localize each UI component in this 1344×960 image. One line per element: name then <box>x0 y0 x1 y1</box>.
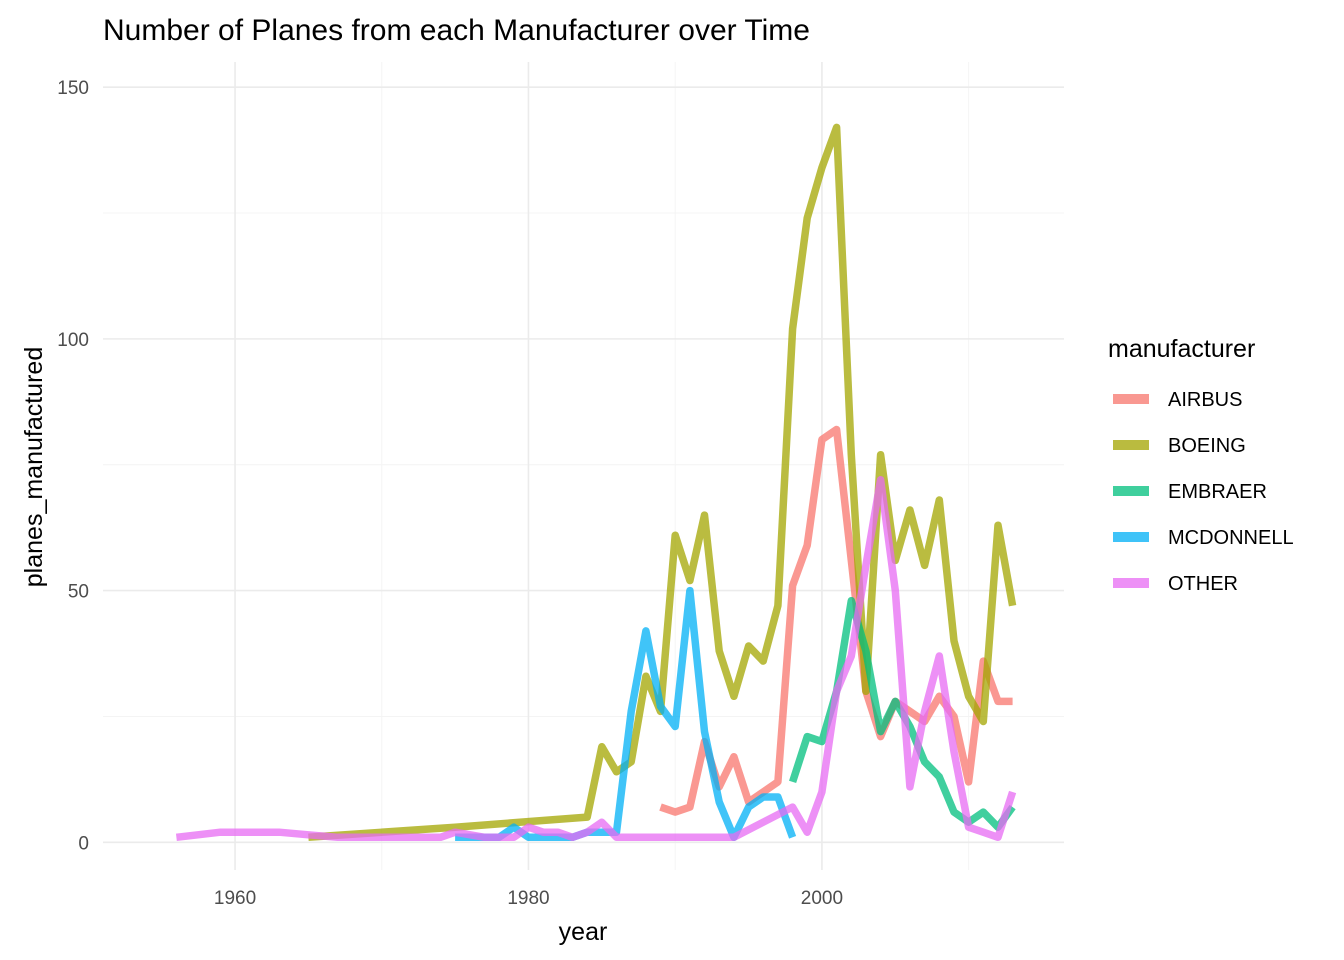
series-line-other <box>175 476 1017 842</box>
y-axis-title: planes_manufactured <box>20 347 48 587</box>
x-tick-label: 1980 <box>507 888 549 909</box>
minor-gridlines <box>103 62 1064 870</box>
legend-label-mcdonnell: MCDONNELL <box>1168 527 1294 549</box>
y-tick-label: 50 <box>68 582 89 603</box>
legend: manufacturer AIRBUS BOEING EMBRAER MCDONNEL… <box>1108 335 1294 595</box>
x-axis-tick-labels: 1960 1980 2000 <box>214 888 843 909</box>
series-line-boeing <box>308 123 1017 842</box>
x-tick-label: 2000 <box>801 888 843 909</box>
legend-label-airbus: AIRBUS <box>1168 389 1242 411</box>
series-lines <box>175 123 1017 842</box>
y-axis-tick-labels: 0 50 100 150 <box>57 78 89 854</box>
y-tick-label: 150 <box>57 78 89 99</box>
legend-title: manufacturer <box>1108 335 1255 363</box>
x-tick-label: 1960 <box>214 888 256 909</box>
legend-label-embraer: EMBRAER <box>1168 481 1267 503</box>
y-tick-label: 0 <box>78 833 89 854</box>
legend-items: AIRBUS BOEING EMBRAER MCDONNELL OTHER <box>1113 389 1294 595</box>
x-axis-title: year <box>559 918 608 946</box>
legend-label-other: OTHER <box>1168 573 1238 595</box>
series-line-mcdonnell <box>455 586 797 842</box>
legend-label-boeing: BOEING <box>1168 435 1246 457</box>
y-tick-label: 100 <box>57 330 89 351</box>
chart-title: Number of Planes from each Manufacturer … <box>103 14 810 47</box>
